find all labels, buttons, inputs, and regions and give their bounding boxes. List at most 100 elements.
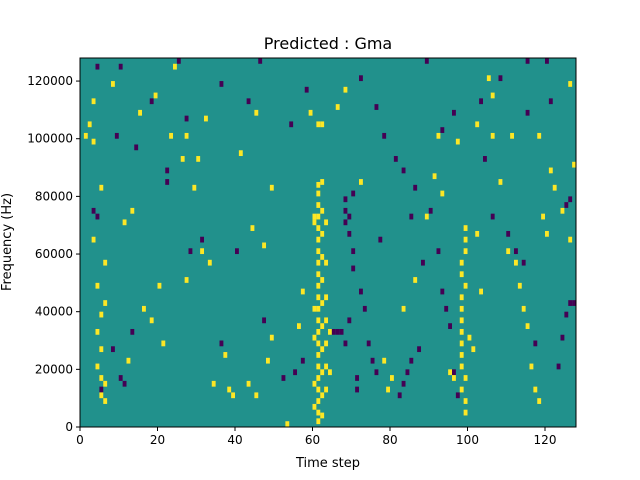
heatmap-cell xyxy=(95,363,100,370)
heatmap-cell xyxy=(459,328,464,335)
heatmap-cell xyxy=(428,207,433,214)
heatmap-cell xyxy=(184,115,189,122)
heatmap-cell xyxy=(103,380,108,387)
heatmap-cell xyxy=(568,300,573,306)
heatmap-cell xyxy=(91,236,96,243)
heatmap-cell xyxy=(316,213,321,220)
y-axis-label: Frequency (Hz) xyxy=(0,193,15,291)
heatmap-cell xyxy=(401,167,406,174)
heatmap-cell xyxy=(122,219,127,226)
heatmap-cell xyxy=(483,156,487,162)
heatmap-cell xyxy=(572,300,577,306)
heatmap-cell xyxy=(490,132,495,139)
heatmap-cell xyxy=(99,184,104,191)
heatmap-cells xyxy=(83,58,577,427)
heatmap-cell xyxy=(533,386,538,393)
heatmap-cell xyxy=(238,150,243,157)
heatmap-cell xyxy=(95,282,100,289)
y-tick-label: 40000 xyxy=(35,305,73,319)
heatmap-cell xyxy=(455,392,460,399)
heatmap-cell xyxy=(99,311,104,318)
heatmap-cell xyxy=(351,248,356,255)
heatmap-cell xyxy=(138,109,143,116)
heatmap-cell xyxy=(320,346,325,353)
heatmap-cell xyxy=(200,248,205,255)
heatmap-cell xyxy=(452,109,456,116)
heatmap-cell xyxy=(463,409,468,416)
heatmap-cell xyxy=(316,271,321,278)
heatmap-cell xyxy=(328,328,332,335)
heatmap-cell xyxy=(250,225,255,231)
heatmap-cell xyxy=(362,305,367,312)
y-tick-label: 0 xyxy=(65,420,73,434)
y-tick-label: 80000 xyxy=(35,189,73,203)
heatmap-cell xyxy=(432,173,437,180)
heatmap-cell xyxy=(99,375,104,381)
heatmap-cell xyxy=(312,213,317,220)
heatmap-cell xyxy=(440,127,445,133)
heatmap-cell xyxy=(103,398,108,404)
heatmap-cell xyxy=(463,282,468,289)
heatmap-cell xyxy=(529,363,534,370)
heatmap-cell xyxy=(366,340,371,347)
heatmap-cell xyxy=(359,179,363,185)
heatmap-cell xyxy=(320,369,325,376)
heatmap-cell xyxy=(401,380,406,387)
heatmap-cell xyxy=(316,259,321,266)
x-tick-label: 0 xyxy=(76,433,84,447)
heatmap-cell xyxy=(134,144,139,151)
y-tick-label: 20000 xyxy=(35,362,73,376)
heatmap-cell xyxy=(300,288,305,295)
heatmap-cell xyxy=(219,340,224,347)
heatmap-cell xyxy=(347,317,352,324)
heatmap-cell xyxy=(254,109,259,116)
heatmap-cell xyxy=(165,167,170,174)
heatmap-cell xyxy=(409,213,414,220)
heatmap-cell xyxy=(188,248,193,255)
heatmap-cell xyxy=(390,375,394,381)
heatmap-cell xyxy=(382,357,387,364)
heatmap-cell xyxy=(316,202,321,208)
heatmap-cell xyxy=(331,328,336,335)
heatmap-cell xyxy=(486,75,491,82)
heatmap-cell xyxy=(99,386,104,393)
heatmap-cell xyxy=(521,305,526,312)
heatmap-cell xyxy=(463,248,468,255)
y-axis: 0 20000 40000 60000 80000 100000 120000 xyxy=(27,74,80,434)
heatmap-cell xyxy=(180,156,185,162)
heatmap-cell xyxy=(103,300,108,306)
heatmap-cell xyxy=(83,132,88,139)
heatmap-cell xyxy=(347,230,352,237)
heatmap-cell xyxy=(459,271,464,278)
heatmap-cell xyxy=(235,248,239,255)
heatmap-cell xyxy=(324,340,329,347)
heatmap-cell xyxy=(184,132,189,139)
heatmap-cell xyxy=(316,409,321,416)
heatmap-cell xyxy=(196,156,201,162)
heatmap-cell xyxy=(316,340,321,347)
heatmap-cell xyxy=(552,184,557,191)
heatmap-cell xyxy=(471,346,476,353)
heatmap-cell xyxy=(548,98,553,105)
heatmap-cell xyxy=(347,213,352,220)
heatmap-cell xyxy=(541,213,546,220)
heatmap-cell xyxy=(452,369,456,376)
heatmap-cell xyxy=(316,181,321,188)
heatmap-cell xyxy=(374,369,379,376)
heatmap-cell xyxy=(316,375,321,381)
heatmap-cell xyxy=(343,340,348,347)
heatmap-cell xyxy=(548,167,553,174)
heatmap-cell xyxy=(537,398,542,404)
heatmap-cell xyxy=(568,236,573,243)
heatmap-cell xyxy=(328,369,332,376)
heatmap-cell xyxy=(324,294,329,301)
heatmap-cell xyxy=(424,213,429,220)
heatmap-cell xyxy=(157,282,162,289)
heatmap-cell xyxy=(320,277,325,283)
heatmap-cell xyxy=(316,328,321,335)
heatmap-cell xyxy=(459,386,464,393)
x-tick-label: 120 xyxy=(534,433,557,447)
heatmap-cell xyxy=(401,305,406,312)
x-tick-label: 60 xyxy=(305,433,320,447)
heatmap-cell xyxy=(320,254,325,260)
